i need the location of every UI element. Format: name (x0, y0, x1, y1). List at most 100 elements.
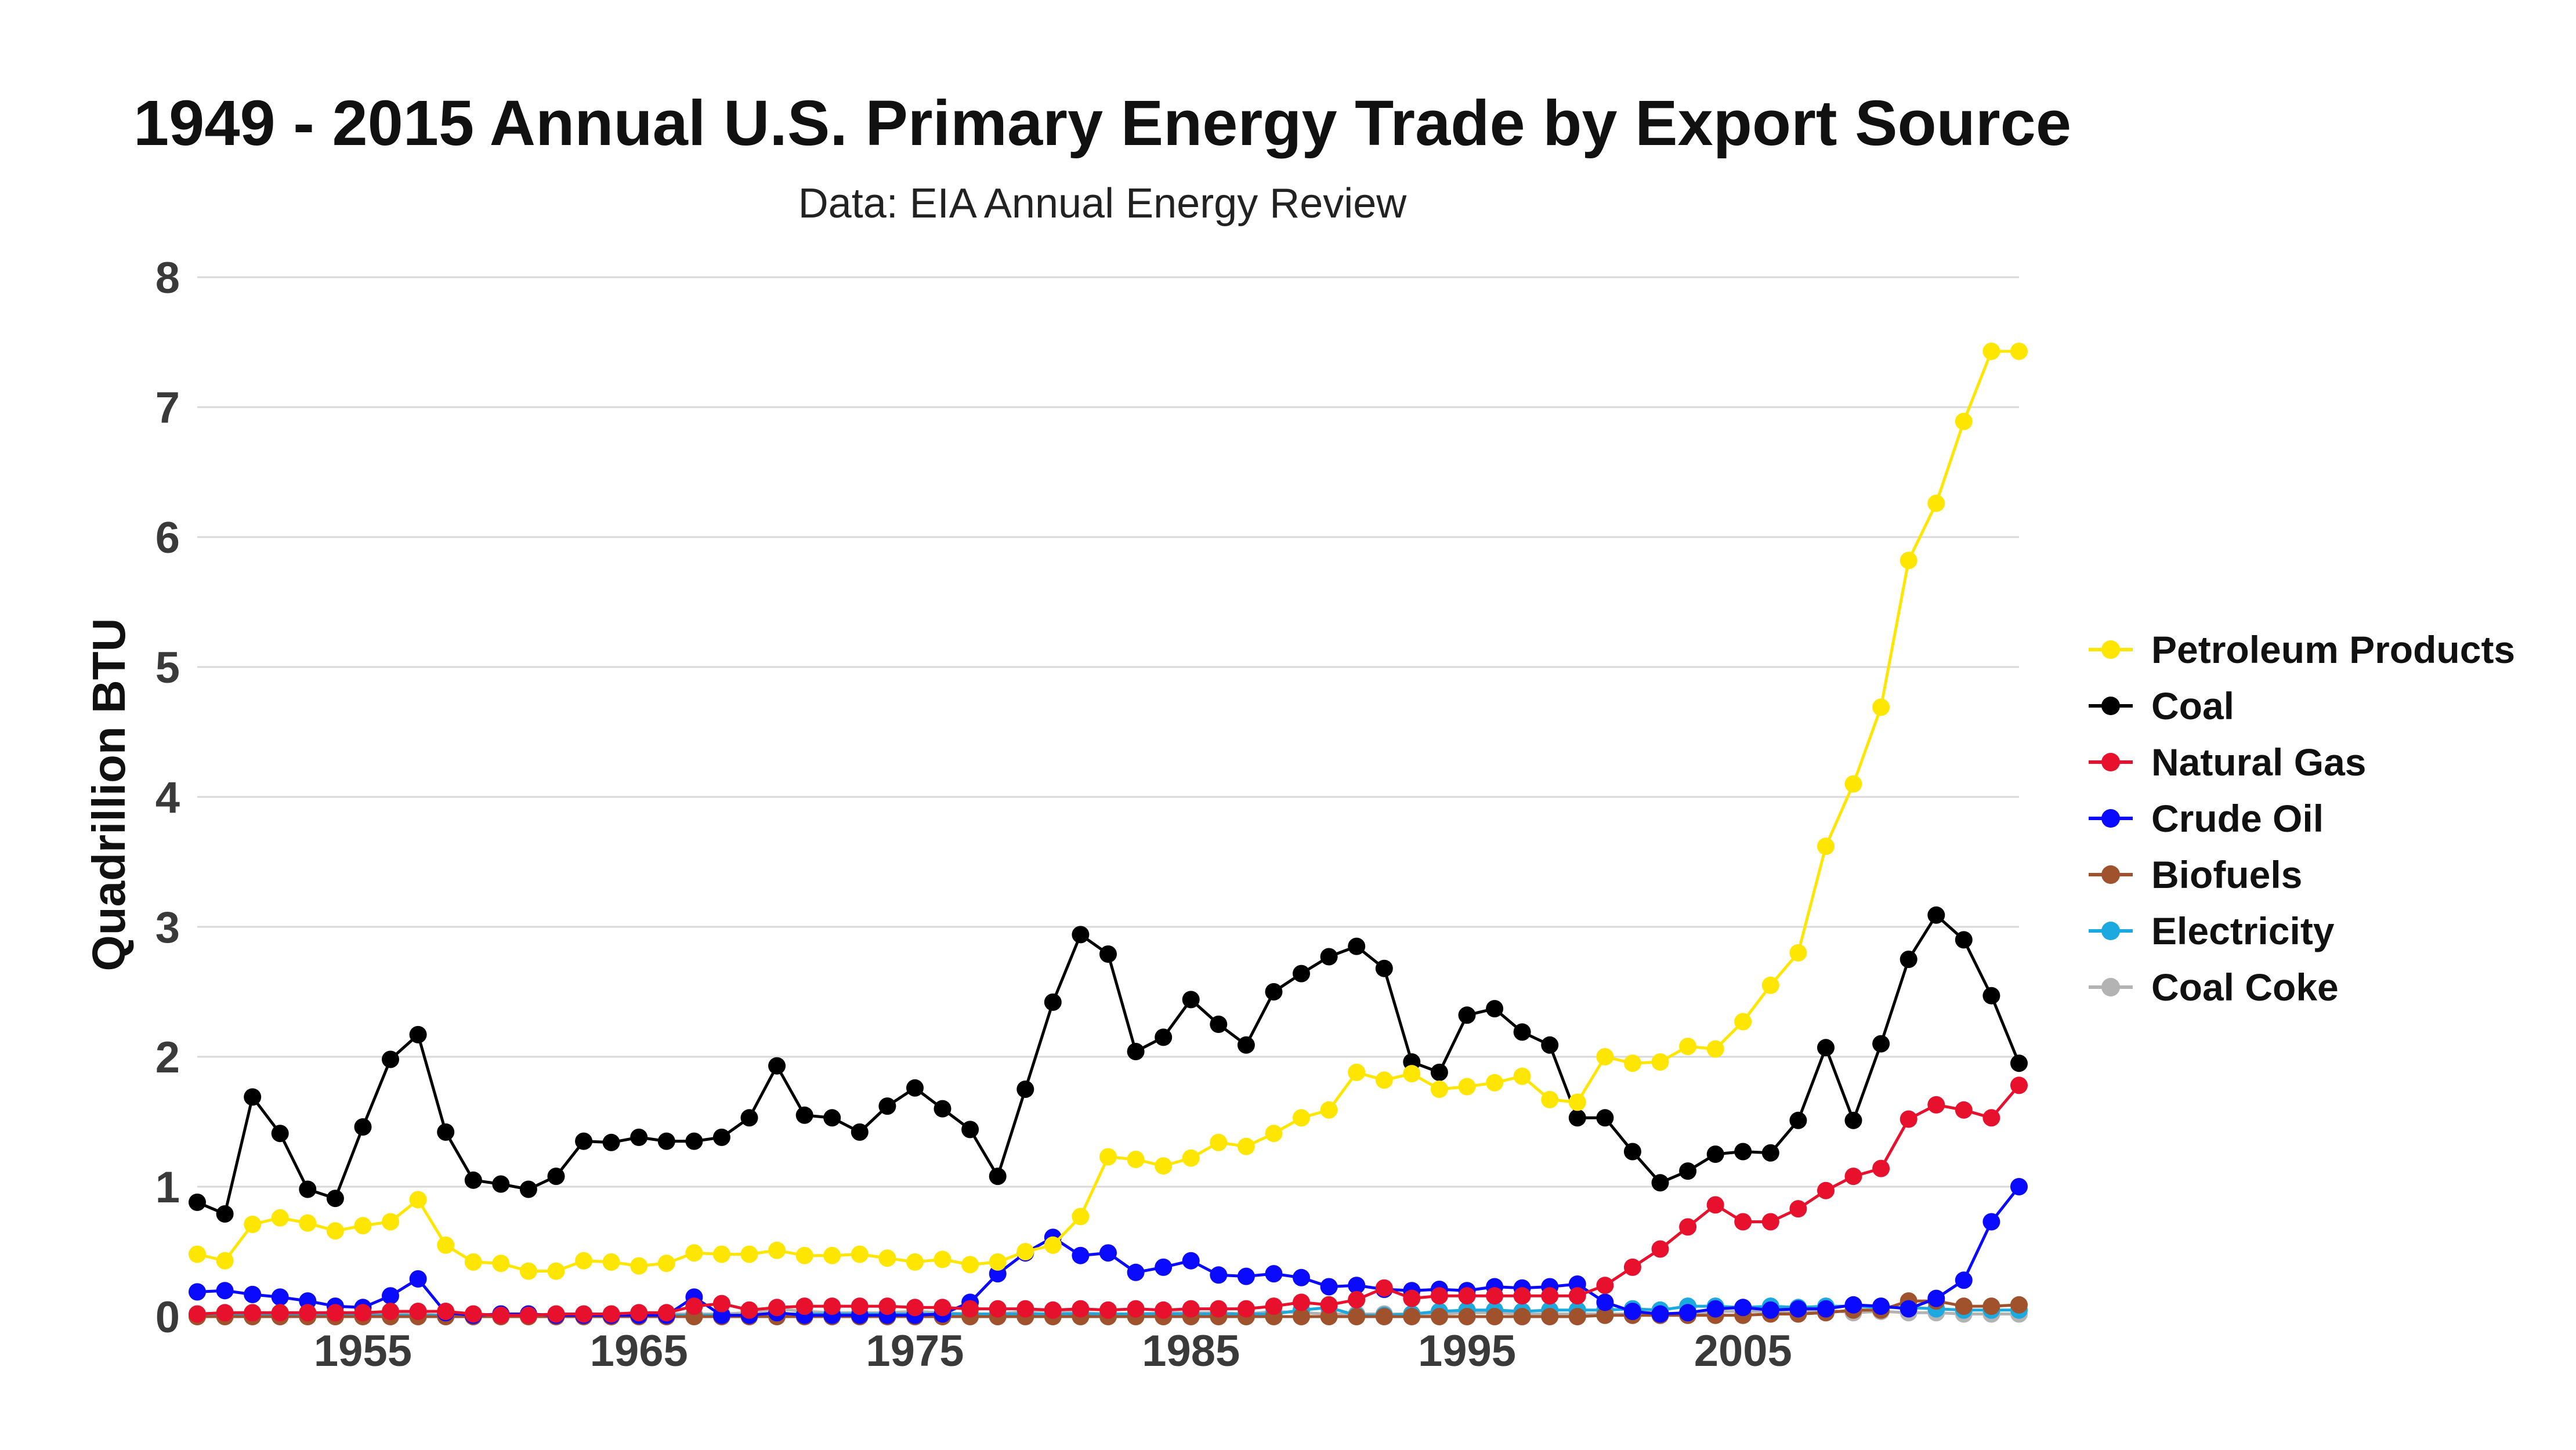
y-tick-label: 6 (155, 513, 180, 563)
data-point (712, 1128, 730, 1146)
x-axis-ticks: 1955 1965 1975 1985 1995 2005 (314, 1326, 1792, 1376)
data-point (1293, 1293, 1310, 1311)
data-point (1706, 1146, 1724, 1163)
data-point (1016, 1243, 1034, 1260)
data-point (851, 1297, 869, 1315)
data-point (795, 1106, 813, 1124)
data-point (1817, 1039, 1835, 1057)
data-point (630, 1257, 648, 1275)
data-point (1155, 1258, 1173, 1276)
data-point (1568, 1287, 1586, 1305)
data-point (1761, 1301, 1779, 1319)
y-tick-label: 3 (155, 903, 180, 952)
data-point (1900, 552, 1917, 570)
data-point (492, 1306, 510, 1324)
data-point (768, 1241, 786, 1259)
data-point (216, 1304, 234, 1322)
data-point (1016, 1300, 1034, 1318)
legend-item-coal: Coal (2089, 684, 2234, 727)
y-tick-label: 1 (155, 1163, 180, 1212)
legend-label: Biofuels (2151, 853, 2302, 896)
data-point (1348, 1290, 1366, 1308)
y-tick-label: 0 (155, 1293, 180, 1342)
data-point (1044, 1301, 1062, 1319)
data-point (1513, 1067, 1531, 1085)
data-point (189, 1245, 206, 1263)
data-point (1210, 1133, 1228, 1151)
data-point (906, 1299, 924, 1317)
data-point (326, 1304, 344, 1322)
data-point (1127, 1043, 1145, 1060)
data-point (989, 1253, 1007, 1271)
data-point (1486, 1000, 1504, 1018)
data-point (602, 1253, 620, 1271)
data-point (1623, 1143, 1641, 1161)
data-point (1155, 1028, 1173, 1046)
data-point (271, 1125, 289, 1143)
data-point (1761, 1213, 1779, 1231)
data-point (657, 1255, 675, 1273)
data-point (1403, 1289, 1421, 1307)
data-point (1375, 1071, 1393, 1089)
legend-marker (2101, 809, 2120, 828)
data-point (1430, 1287, 1448, 1305)
data-point (1596, 1293, 1614, 1311)
data-point (1651, 1053, 1669, 1071)
data-point (1927, 1096, 1945, 1114)
data-point (326, 1190, 344, 1208)
data-point (1596, 1048, 1614, 1065)
legend-item-biofuels: Biofuels (2089, 853, 2302, 896)
data-point (685, 1297, 703, 1315)
data-point (1761, 976, 1779, 994)
legend-item-electricity: Electricity (2089, 909, 2335, 952)
data-point (1817, 1181, 1835, 1199)
data-point (1320, 1101, 1338, 1119)
data-point (1596, 1306, 1614, 1324)
data-point (1596, 1277, 1614, 1295)
legend-label: Petroleum Products (2151, 628, 2515, 671)
data-point (1348, 1308, 1366, 1325)
data-point (1375, 1279, 1393, 1297)
series-coal (189, 906, 2028, 1223)
data-point (409, 1025, 427, 1043)
data-point (878, 1249, 896, 1267)
data-point (1237, 1267, 1255, 1285)
data-point (299, 1214, 317, 1232)
data-point (1734, 1013, 1752, 1031)
data-point (464, 1305, 482, 1323)
series-layer (189, 342, 2028, 1325)
data-point (464, 1171, 482, 1189)
data-point (382, 1050, 399, 1068)
legend-item-crude-oil: Crude Oil (2089, 797, 2324, 840)
data-point (1403, 1308, 1421, 1325)
legend-label: Crude Oil (2151, 797, 2324, 840)
data-point (575, 1305, 593, 1323)
data-point (437, 1236, 455, 1254)
data-point (1541, 1090, 1559, 1108)
data-point (1541, 1287, 1559, 1305)
data-point (1237, 1036, 1255, 1054)
gridlines (197, 276, 2019, 1188)
data-point (382, 1287, 399, 1305)
data-point (354, 1217, 372, 1235)
data-point (630, 1128, 648, 1146)
data-point (906, 1079, 924, 1097)
series-petroleum-products (189, 342, 2028, 1280)
legend-marker (2101, 640, 2120, 659)
data-point (1348, 1277, 1366, 1295)
data-point (2010, 1178, 2028, 1195)
data-point (1127, 1263, 1145, 1281)
data-point (1293, 1109, 1310, 1127)
y-tick-label: 8 (155, 253, 180, 303)
data-point (1706, 1040, 1724, 1058)
data-point (2010, 1076, 2028, 1094)
data-point (547, 1305, 565, 1323)
data-point (657, 1304, 675, 1322)
data-point (961, 1121, 979, 1139)
data-point (1458, 1287, 1476, 1305)
data-point (712, 1295, 730, 1313)
data-point (437, 1123, 455, 1141)
data-point (823, 1246, 841, 1264)
data-point (878, 1097, 896, 1115)
